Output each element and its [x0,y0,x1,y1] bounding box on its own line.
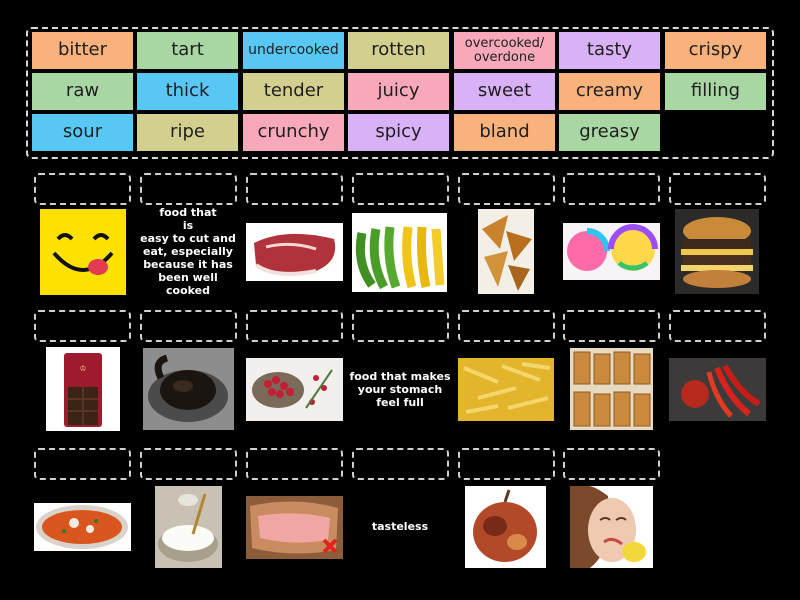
word-tile-thick[interactable]: thick [137,73,238,110]
drop-slot[interactable] [140,173,237,205]
drop-slot[interactable] [563,173,660,205]
drop-slot[interactable] [458,448,555,480]
word-bank [26,27,774,159]
drop-slot[interactable] [669,173,766,205]
undercooked-meat-image [246,496,343,559]
bananas-image [352,213,447,292]
drop-slot[interactable] [246,448,343,480]
word-tile-tasty[interactable]: tasty [559,32,660,69]
word-tile-spicy[interactable]: spicy [348,114,449,151]
word-tile-crunchy[interactable]: crunchy [243,114,344,151]
word-tile-juicy[interactable]: juicy [348,73,449,110]
drop-slot[interactable] [352,448,449,480]
word-tile-ripe[interactable]: ripe [137,114,238,151]
raw-steak-image [246,223,343,281]
word-tile-creamy[interactable]: creamy [559,73,660,110]
granola-bars-image [570,348,653,430]
definition-filling: food that makes your stomach feel full [349,369,451,409]
chili-peppers-image [669,358,766,421]
drop-slot[interactable] [352,173,449,205]
drop-slot[interactable] [563,448,660,480]
tomato-soup-image [34,503,131,551]
drop-slot[interactable] [34,310,131,342]
drop-slot[interactable] [563,310,660,342]
greasy-burger-image [675,209,759,294]
drop-slot[interactable] [140,448,237,480]
drop-slot[interactable] [140,310,237,342]
svg-text:♔: ♔ [79,364,86,373]
sour-face-lemon-image [570,486,653,568]
word-tile-raw[interactable]: raw [32,73,133,110]
drop-slot[interactable] [34,173,131,205]
word-tile-rotten[interactable]: rotten [348,32,449,69]
drop-slot[interactable] [246,310,343,342]
word-tile-crispy[interactable]: crispy [665,32,766,69]
definition-bland: tasteless [371,519,429,533]
rotten-apple-image [465,486,546,568]
berries-image [246,358,343,421]
word-tile-tart[interactable]: tart [137,32,238,69]
tasty-emoji-image [40,209,126,295]
drop-slot[interactable] [352,310,449,342]
word-tile-bitter[interactable]: bitter [32,32,133,69]
drop-slot[interactable] [669,310,766,342]
drop-slot[interactable] [458,310,555,342]
drop-slot[interactable] [458,173,555,205]
word-tile-undercooked[interactable]: undercooked [243,32,344,69]
drop-slot[interactable] [246,173,343,205]
cream-bowl-image [155,486,222,568]
drop-slot[interactable] [34,448,131,480]
word-tile-greasy[interactable]: greasy [559,114,660,151]
word-tile-sweet[interactable]: sweet [454,73,555,110]
word-tile-bland[interactable]: bland [454,114,555,151]
dark-chocolate-image: ♔ [46,347,120,431]
word-tile-tender[interactable]: tender [243,73,344,110]
word-tile-filling[interactable]: filling [665,73,766,110]
word-tile-overcooked[interactable]: overcooked/overdone [454,32,555,69]
definition-tender: food that is easy to cut and eat, especiall… [140,205,236,297]
fried-samosas-image [478,209,534,294]
burnt-chicken-image [143,348,234,430]
lollipops-image [563,223,660,280]
crispy-fries-image [458,358,554,421]
word-tile-sour[interactable]: sour [32,114,133,151]
